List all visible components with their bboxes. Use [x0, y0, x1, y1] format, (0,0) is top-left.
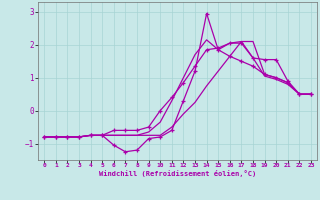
X-axis label: Windchill (Refroidissement éolien,°C): Windchill (Refroidissement éolien,°C): [99, 170, 256, 177]
